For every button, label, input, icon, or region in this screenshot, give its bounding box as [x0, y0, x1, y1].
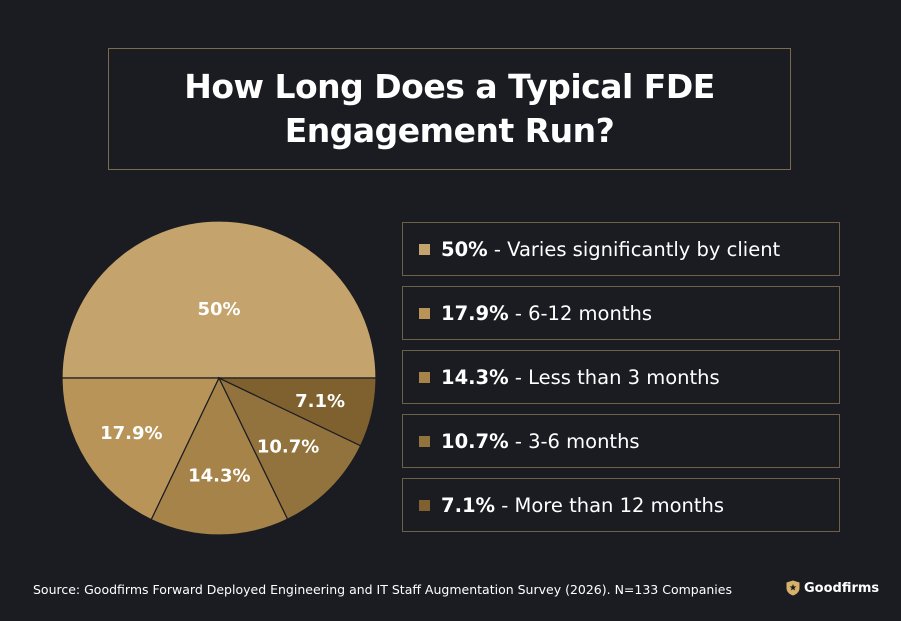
legend-label: - Varies significantly by client — [487, 237, 781, 261]
legend-label: - More than 12 months — [495, 493, 725, 517]
slice-label: 17.9% — [100, 423, 162, 444]
legend-percent: 7.1% — [441, 493, 496, 517]
legend-percent: 17.9% — [441, 301, 509, 325]
legend-swatch — [419, 435, 430, 447]
brand-name: Goodfirms — [804, 580, 880, 596]
legend-swatch — [419, 243, 430, 255]
brand-logo: Goodfirms — [786, 580, 879, 596]
legend-item: 50% - Varies significantly by client — [402, 222, 840, 276]
legend-item: 14.3% - Less than 3 months — [402, 350, 840, 404]
slice-label: 14.3% — [188, 465, 250, 486]
pie-slice — [61, 377, 220, 521]
slice-label: 50% — [197, 299, 240, 320]
legend-percent: 14.3% — [441, 365, 509, 389]
legend-swatch — [419, 307, 430, 319]
title-box: How Long Does a Typical FDE Engagement R… — [108, 48, 791, 170]
chart-title: How Long Does a Typical FDE Engagement R… — [184, 67, 715, 150]
legend-item: 10.7% - 3-6 months — [402, 414, 840, 468]
pie-slice — [150, 376, 289, 536]
shield-star-icon — [786, 580, 800, 596]
pie-slice — [61, 220, 377, 379]
legend: 50% - Varies significantly by client 17.9… — [402, 222, 840, 542]
legend-percent: 10.7% — [441, 429, 509, 453]
legend-item: 7.1% - More than 12 months — [402, 478, 840, 532]
legend-swatch — [419, 499, 430, 511]
legend-label: - Less than 3 months — [508, 365, 720, 389]
legend-item: 17.9% - 6-12 months — [402, 286, 840, 340]
legend-swatch — [419, 371, 430, 383]
legend-label: - 6-12 months — [508, 301, 652, 325]
slice-label: 7.1% — [295, 391, 345, 412]
legend-percent: 50% — [441, 237, 488, 261]
slice-label: 10.7% — [257, 437, 319, 458]
legend-label: - 3-6 months — [508, 429, 640, 453]
pie-slice — [217, 376, 362, 521]
pie-slice — [218, 377, 377, 447]
source-note: Source: Goodfirms Forward Deployed Engin… — [33, 582, 732, 597]
